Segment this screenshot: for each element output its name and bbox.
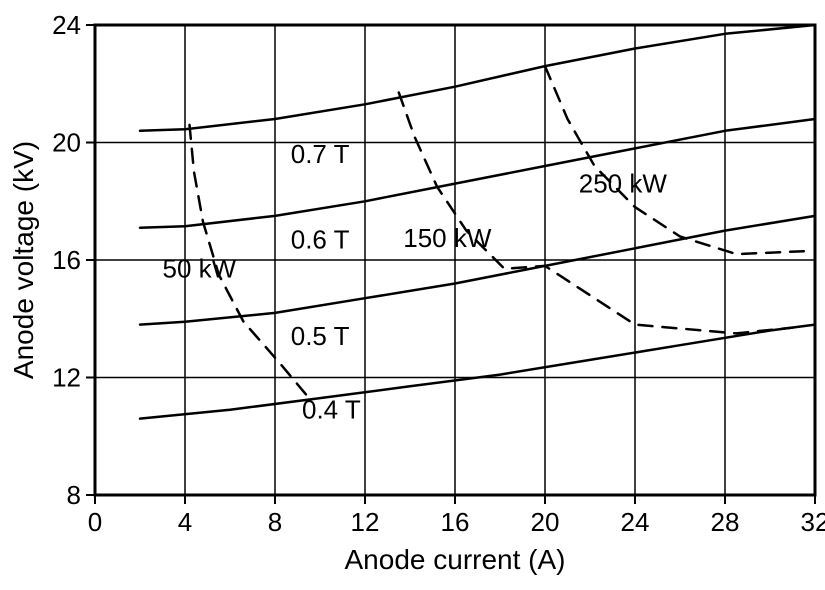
- x-tick-label: 0: [88, 507, 102, 537]
- inline-label: 0.5 T: [291, 321, 350, 351]
- y-axis-label: Anode voltage (kV): [8, 141, 39, 379]
- x-tick-label: 20: [531, 507, 560, 537]
- x-tick-label: 16: [441, 507, 470, 537]
- y-tick-label: 20: [52, 128, 81, 158]
- x-axis-label: Anode current (A): [345, 544, 566, 575]
- inline-label: 0.6 T: [291, 224, 350, 254]
- anode-chart: 0 4 8 12 16 20 24 28 32 8 12 16 20 24 Anode current (A…: [0, 0, 825, 590]
- inline-label: 250 kW: [579, 168, 668, 198]
- x-tick-label: 28: [711, 507, 740, 537]
- inline-label: 150 kW: [403, 223, 492, 253]
- y-tick-label: 8: [67, 480, 81, 510]
- inline-label: 0.4 T: [302, 395, 361, 425]
- chart-svg: 0 4 8 12 16 20 24 28 32 8 12 16 20 24 Anode current (A…: [0, 0, 825, 590]
- y-tick-label: 16: [52, 245, 81, 275]
- y-tick-label: 12: [52, 363, 81, 393]
- x-tick-label: 24: [621, 507, 650, 537]
- y-tick-label: 24: [52, 10, 81, 40]
- x-tick-label: 12: [351, 507, 380, 537]
- x-tick-label: 4: [178, 507, 192, 537]
- x-tick-label: 8: [268, 507, 282, 537]
- inline-label: 0.7 T: [291, 139, 350, 169]
- inline-label: 50 kW: [163, 254, 237, 284]
- x-tick-label: 32: [801, 507, 825, 537]
